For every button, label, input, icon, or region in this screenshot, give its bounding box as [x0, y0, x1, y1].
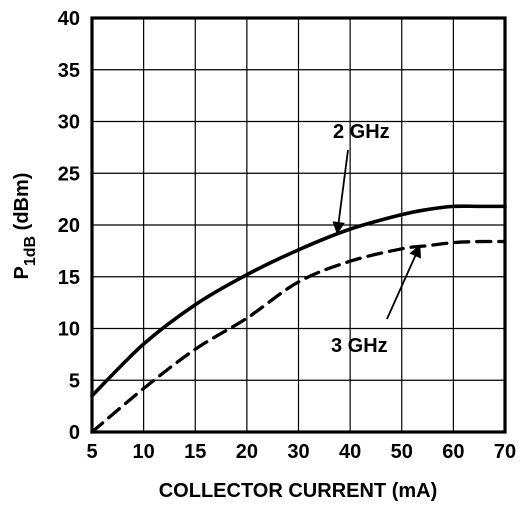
series-line-2-ghz	[90, 204, 507, 398]
y-axis-title-subscript: 1dB	[22, 236, 39, 266]
annotation-arrow-3-ghz	[386, 244, 421, 320]
annotation-layer: 2 GHz 3 GHz	[331, 121, 421, 357]
x-tick-label-10: 10	[133, 441, 155, 463]
series-line-3-ghz	[90, 239, 507, 434]
series-layer	[90, 204, 507, 434]
y-axis-title-suffix: (dBm)	[11, 173, 33, 236]
annotation-label-3-ghz: 3 GHz	[331, 335, 388, 357]
x-tick-label-20: 20	[236, 441, 258, 463]
x-tick-label-5: 5	[86, 441, 97, 463]
x-tick-label-15: 15	[184, 441, 206, 463]
y-tick-label-15: 15	[58, 267, 80, 289]
y-tick-label-25: 25	[58, 163, 80, 185]
x-tick-label-70: 70	[494, 441, 516, 463]
x-tick-label-50: 50	[391, 441, 413, 463]
plot-frame	[90, 16, 507, 434]
annotation-arrow-2-ghz	[332, 149, 349, 235]
annotation-label-2-ghz: 2 GHz	[333, 121, 390, 143]
y-tick-label-35: 35	[58, 60, 80, 82]
x-tick-label-40: 40	[339, 441, 361, 463]
y-tick-label-5: 5	[69, 370, 80, 392]
y-tick-label-10: 10	[58, 319, 80, 341]
y-tick-label-20: 20	[58, 215, 80, 237]
x-tick-label-60: 60	[442, 441, 464, 463]
grid-layer	[91, 17, 506, 433]
plot-frame-layer	[90, 16, 507, 434]
y-axis-title-main: P	[11, 266, 33, 279]
y-tick-label-0: 0	[69, 422, 80, 444]
y-axis-title: P1dB (dBm)	[11, 173, 39, 280]
y-tick-label-40: 40	[58, 8, 80, 30]
y-tick-label-30: 30	[58, 112, 80, 134]
x-axis-title: COLLECTOR CURRENT (mA)	[159, 480, 438, 502]
x-tick-label-30: 30	[287, 441, 309, 463]
